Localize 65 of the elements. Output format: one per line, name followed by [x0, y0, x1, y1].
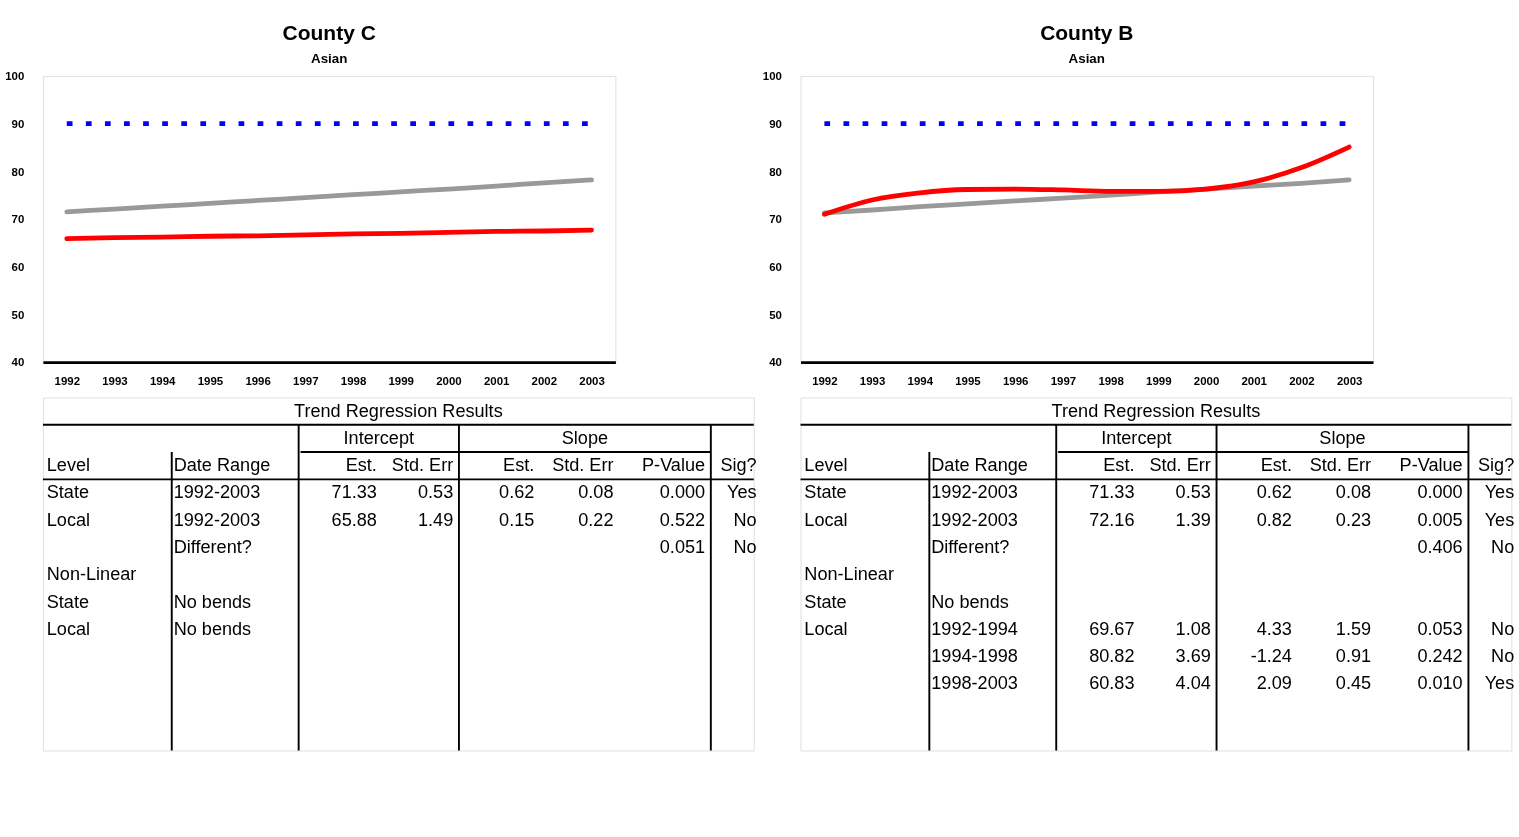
x-tick-label: 1995 [197, 374, 224, 387]
x-tick-label: 1994 [907, 374, 934, 387]
x-tick-label: 2003 [1336, 374, 1363, 387]
text: Different? 0.406 No [931, 537, 1515, 558]
text: State 1992-2003 71.33 0.53 0.62 0.08 0.000 Yes [804, 482, 1515, 503]
y-tick-label: 70 [11, 213, 25, 226]
text: Local 1992-2003 72.16 1.39 0.82 0.23 0.005 Yes [804, 509, 1515, 530]
y-tick-label: 90 [11, 117, 25, 130]
x-tick-label: 1992 [812, 374, 838, 387]
x-tick-label: 1998 [340, 374, 367, 387]
x-tick-label: 1997 [293, 374, 319, 387]
x-tick-label: 2002 [531, 374, 558, 387]
text: Trend Regression Results [294, 400, 503, 421]
x-tick-label: 1999 [1146, 374, 1172, 387]
x-tick-label: 2003 [579, 374, 605, 387]
text: Intercept Slope [343, 427, 609, 448]
chart-subtitle: Asian [1068, 50, 1105, 66]
y-tick-label: 100 [5, 70, 25, 83]
y-tick-label: 80 [769, 165, 782, 178]
y-tick-label: 70 [769, 213, 782, 226]
line-series [64, 177, 594, 215]
y-tick-label: 60 [11, 261, 25, 274]
x-tick-label: 1994 [149, 374, 177, 387]
chart-title: County B [1040, 20, 1134, 44]
x-tick-label: 2000 [436, 374, 462, 387]
x-tick-label: 2000 [1193, 374, 1220, 387]
text: Trend Regression Results [1051, 400, 1261, 421]
y-tick-label: 90 [769, 117, 782, 130]
text: Non-Linear [46, 564, 137, 585]
y-tick-label: 40 [769, 356, 782, 369]
x-tick-label: 1993 [859, 374, 886, 387]
line-series [64, 227, 594, 242]
text: Level Date Range Est. Std. Err Est. Std. Err P-Value Sig? [46, 455, 757, 476]
x-tick-label: 2002 [1289, 374, 1315, 387]
x-tick-label: 2001 [1241, 374, 1268, 387]
text: State 1992-2003 71.33 0.53 0.62 0.08 0.000 Yes [46, 482, 757, 503]
y-tick-label: 100 [762, 70, 782, 83]
text: State No bends [46, 591, 252, 612]
x-tick-label: 1996 [1002, 374, 1029, 387]
text: 1994-1998 80.82 3.69 -1.24 0.91 0.242 No [931, 646, 1515, 667]
x-tick-label: 1999 [388, 374, 414, 387]
chart-title: County C [282, 20, 376, 44]
text: Non-Linear [804, 564, 894, 585]
y-tick-label: 40 [11, 356, 25, 369]
line-series [821, 144, 1352, 217]
text: Level Date Range Est. Std. Err Est. Std. Err P-Value Sig? [804, 455, 1515, 476]
x-tick-label: 1995 [955, 374, 982, 387]
text: Different? 0.051 No [173, 537, 757, 558]
x-tick-label: 1992 [54, 374, 80, 387]
x-tick-label: 1993 [102, 374, 128, 387]
text: State No bends [804, 591, 1009, 612]
y-tick-label: 50 [11, 308, 25, 321]
text: Local 1992-1994 69.67 1.08 4.33 1.59 0.053 No [804, 618, 1515, 639]
text: 1998-2003 60.83 4.04 2.09 0.45 0.010 Yes [931, 673, 1515, 694]
text: Intercept Slope [1101, 427, 1366, 448]
x-tick-label: 1997 [1050, 374, 1077, 387]
chart-subtitle: Asian [311, 50, 348, 66]
y-tick-label: 80 [11, 165, 25, 178]
text: Local 1992-2003 65.88 1.49 0.15 0.22 0.522 No [46, 509, 757, 530]
y-tick-label: 60 [769, 261, 782, 274]
x-tick-label: 2001 [483, 374, 510, 387]
x-tick-label: 1998 [1098, 374, 1125, 387]
text: Local No bends [46, 618, 252, 639]
x-tick-label: 1996 [245, 374, 271, 387]
y-tick-label: 50 [769, 308, 782, 321]
